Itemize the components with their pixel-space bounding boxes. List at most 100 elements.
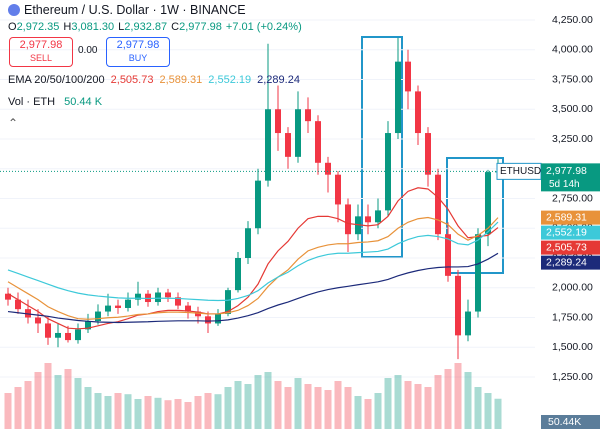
ema-tag-label: 2,589.31 (546, 211, 587, 223)
ema-line (7, 221, 499, 302)
volume-bar (404, 381, 412, 429)
ema-tag (541, 240, 600, 255)
volume-bar (234, 381, 242, 429)
volume-value: 50.44 K (64, 96, 103, 108)
candle-body (255, 180, 261, 229)
volume-title[interactable]: Vol · ETH (8, 96, 56, 108)
ema-tag-label: 2,552.19 (546, 226, 587, 238)
candle-body (395, 61, 401, 134)
candle-body (15, 299, 21, 310)
ohlc-key: L (118, 21, 125, 33)
candle-body (75, 329, 81, 341)
volume-bar (324, 390, 332, 429)
volume-bar (364, 399, 372, 429)
candle-body (195, 311, 201, 317)
candle-body (155, 292, 161, 303)
volume-bar (264, 372, 272, 429)
volume-bar (314, 387, 322, 429)
volume-bar (394, 375, 402, 429)
candle-body (365, 216, 371, 223)
symbol-title[interactable]: Ethereum / U.S. Dollar · 1W · BINANCE (24, 3, 246, 17)
volume-bar (34, 372, 42, 429)
candle-body (405, 61, 411, 92)
collapse-toggle[interactable]: ⌃ (8, 116, 19, 130)
volume-bar (244, 384, 252, 429)
sell-button[interactable]: 2,977.98 SELL (9, 37, 73, 67)
candle-body (185, 305, 191, 312)
volume-bar (144, 396, 152, 429)
volume-bar (254, 375, 262, 429)
spread: 0.00 (78, 45, 98, 56)
ema-value: 2,589.31 (159, 74, 203, 86)
y-tick-label: 1,750.00 (552, 311, 593, 323)
volume-bar (84, 387, 92, 429)
volume-bar (4, 393, 12, 429)
buy-price: 2,977.98 (116, 39, 160, 51)
ohlc-value: 2,932.87 (124, 21, 168, 33)
ohlc-row: O2,972.35 H3,081.30 L2,932.87 C2,977.98 +7.0… (8, 21, 302, 33)
buy-label: BUY (128, 53, 148, 63)
candle-body (165, 292, 171, 298)
candle-body (115, 305, 121, 308)
y-tick-label: 3,750.00 (552, 73, 593, 85)
ohlc-value: 2,972.35 (16, 21, 60, 33)
volume-bar (174, 399, 182, 429)
coin-icon (8, 4, 20, 16)
candle-body (425, 133, 431, 175)
volume-bar (124, 394, 132, 429)
volume-bar (474, 387, 482, 429)
price-tag-label: 2,977.98 (546, 165, 587, 177)
ema-tag (541, 210, 600, 225)
volume-bar (484, 393, 492, 429)
volume-bar (344, 387, 352, 429)
candle-body (125, 299, 131, 308)
volume-bar (114, 393, 122, 429)
candle-body (205, 316, 211, 324)
volume-bar (354, 396, 362, 429)
ema-line (7, 216, 499, 320)
y-tick-label: 4,250.00 (552, 14, 593, 26)
candle-body (375, 210, 381, 223)
candle-body (465, 311, 471, 336)
volume-bar (64, 369, 72, 429)
candle-body (65, 332, 71, 341)
volume-bar (54, 375, 62, 429)
candle-body (455, 275, 461, 336)
candle-body (35, 317, 41, 324)
volume-bar (204, 393, 212, 429)
candle-body (215, 313, 221, 324)
buy-button[interactable]: 2,977.98 BUY (106, 37, 170, 67)
candle-body (45, 323, 51, 338)
sell-price: 2,977.98 (19, 39, 63, 51)
countdown: 5d 14h (549, 179, 580, 190)
volume-bar (444, 369, 452, 429)
candle-body (95, 311, 101, 322)
y-tick-label: 4,000.00 (552, 44, 593, 56)
volume-bar (94, 393, 102, 429)
volume-bar (294, 378, 302, 429)
y-tick-label: 2,750.00 (552, 192, 593, 204)
y-tick-label: 1,250.00 (552, 371, 593, 383)
ema-legend: EMA 20/50/100/200 2,505.73 2,589.31 2,552.1… (8, 74, 300, 86)
volume-bar (74, 378, 82, 429)
volume-bar (134, 399, 142, 429)
ema-title[interactable]: EMA 20/50/100/200 (8, 74, 105, 86)
volume-bar (374, 393, 382, 429)
volume-bar (24, 381, 32, 429)
candle-body (485, 172, 491, 235)
y-tick-label: 1,500.00 (552, 341, 593, 353)
ema-tag-label: 2,505.73 (546, 241, 587, 253)
volume-legend: Vol · ETH 50.44 K (8, 96, 102, 108)
ema-line (7, 187, 499, 330)
volume-bar (184, 402, 192, 429)
candle-body (245, 228, 251, 258)
ohlc-key: H (63, 21, 72, 33)
candle-body (295, 109, 301, 157)
volume-bar (494, 398, 502, 429)
volume-bar (214, 394, 222, 429)
candle-body (285, 133, 291, 157)
candle-body (305, 109, 311, 122)
candle-body (105, 305, 111, 312)
volume-bar (464, 372, 472, 429)
candle-body (335, 174, 341, 205)
